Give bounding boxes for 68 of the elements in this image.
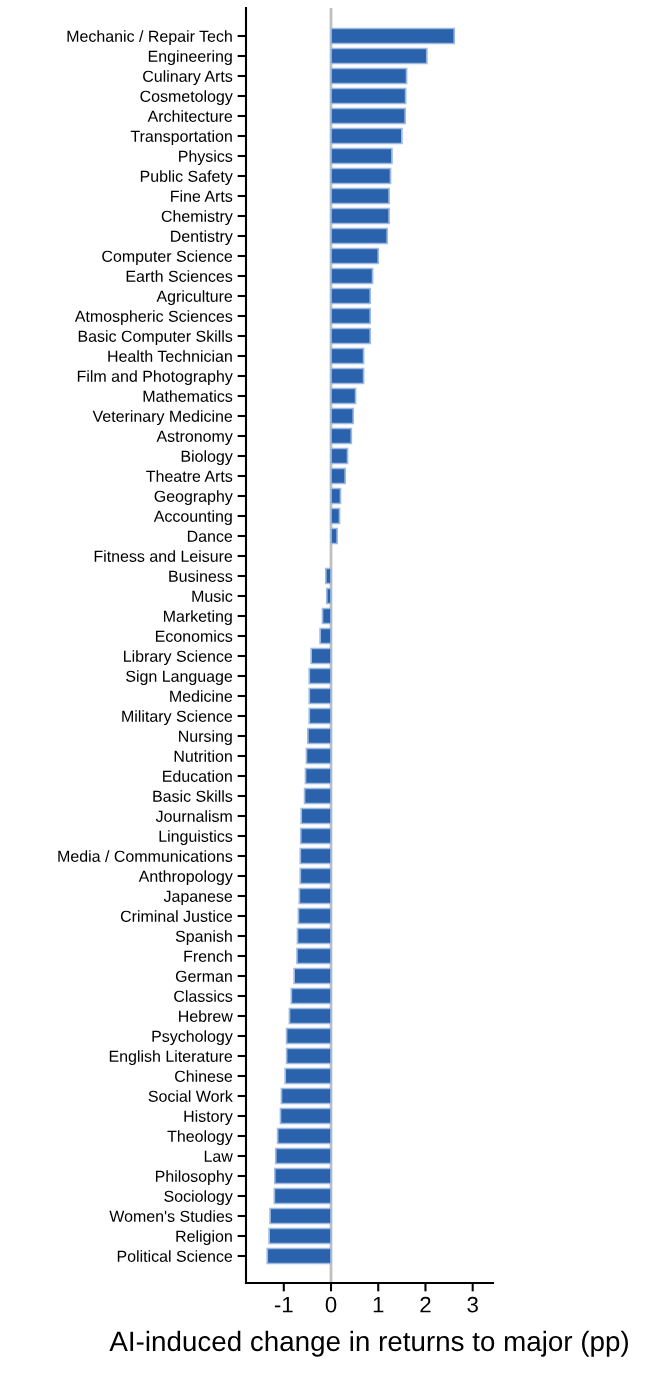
y-tick-label: Transportation	[130, 130, 232, 146]
y-tick-label: German	[175, 970, 232, 982]
y-tick-label: Marketing	[163, 610, 232, 626]
y-tick-label: Military Science	[122, 710, 233, 726]
y-tick-label: Media / Communications	[58, 850, 233, 862]
y-tick-label: Chemistry	[161, 210, 233, 226]
y-tick-label: Cosmetology	[140, 90, 233, 106]
y-tick-label: Psychology	[152, 1030, 233, 1046]
y-tick-label: Library Science	[124, 650, 233, 666]
y-tick-label: Hebrew	[179, 1010, 233, 1022]
y-tick-label: Physics	[179, 150, 233, 166]
y-tick-label: Nursing	[179, 730, 232, 746]
y-tick-label: Astronomy	[156, 430, 233, 446]
y-tick-label: Spanish	[175, 930, 232, 946]
y-tick-label: Music	[192, 590, 233, 602]
y-tick-label: Linguistics	[159, 830, 233, 846]
y-tick-label: Geography	[154, 490, 233, 506]
y-tick-label: Social Work	[148, 1090, 233, 1102]
y-tick-label: Theology	[167, 1130, 233, 1146]
y-tick-label: Public Safety	[140, 170, 233, 186]
y-tick-label: Journalism	[155, 810, 232, 822]
y-tick-label: History	[184, 1110, 233, 1126]
x-tick-label: 0	[325, 1296, 337, 1313]
y-tick-label: Dance	[187, 530, 233, 542]
y-tick-label: Law	[204, 1150, 233, 1162]
y-tick-label: Education	[163, 770, 232, 782]
y-tick-label: Philosophy	[155, 1170, 233, 1186]
y-tick-label: Basic Computer Skills	[78, 330, 233, 346]
y-tick-label: Veterinary Medicine	[92, 410, 233, 426]
y-tick-label: Anthropology	[138, 870, 233, 886]
y-tick-label: Fitness and Leisure	[94, 550, 233, 562]
y-tick-label: Architecture	[147, 110, 233, 122]
y-tick-label: Women's Studies	[109, 1210, 233, 1222]
y-tick-label: English Literature	[109, 1050, 233, 1066]
y-tick-label: Medicine	[170, 690, 233, 702]
x-tick-label: 1	[373, 1297, 384, 1313]
y-tick-label: Engineering	[148, 50, 232, 66]
y-tick-label: Biology	[181, 450, 233, 466]
y-tick-label: Computer Science	[102, 250, 233, 266]
y-tick-label: Accounting	[153, 510, 232, 526]
y-tick-label: Basic Skills	[153, 790, 233, 802]
y-tick-label: Chinese	[175, 1070, 233, 1082]
y-tick-label: French	[184, 950, 232, 962]
x-tick-label: 2	[420, 1296, 431, 1313]
y-tick-label: Mechanic / Repair Tech	[67, 30, 232, 46]
y-tick-label: Culinary Arts	[143, 70, 233, 86]
y-tick-label: Sociology	[164, 1190, 233, 1206]
y-tick-label: Earth Sciences	[126, 270, 233, 282]
x-axis-title: AI-induced change in returns to major (pp)	[109, 1330, 628, 1357]
y-tick-label: Fine Arts	[171, 190, 233, 202]
y-tick-label: Health Technician	[108, 350, 232, 362]
x-tick-label: -1	[274, 1297, 293, 1313]
y-tick-label: Religion	[176, 1230, 232, 1246]
y-tick-label: Nutrition	[174, 750, 232, 762]
y-tick-label: Mathematics	[143, 390, 233, 402]
y-tick-label: Theatre Arts	[146, 470, 233, 482]
y-tick-label: Dentistry	[171, 230, 233, 246]
y-tick-label: Criminal Justice	[120, 910, 233, 922]
y-tick-label: Japanese	[163, 890, 233, 906]
y-tick-label: Atmospheric Sciences	[74, 310, 233, 326]
y-tick-label: Agriculture	[156, 290, 233, 306]
x-tick-label: 3	[467, 1296, 478, 1313]
y-tick-label: Sign Language	[126, 670, 233, 686]
y-tick-label: Film and Photography	[77, 370, 233, 386]
y-tick-label: Political Science	[117, 1250, 233, 1262]
y-tick-label: Economics	[156, 630, 233, 642]
y-tick-label: Business	[169, 570, 233, 582]
y-tick-label: Classics	[174, 990, 233, 1002]
